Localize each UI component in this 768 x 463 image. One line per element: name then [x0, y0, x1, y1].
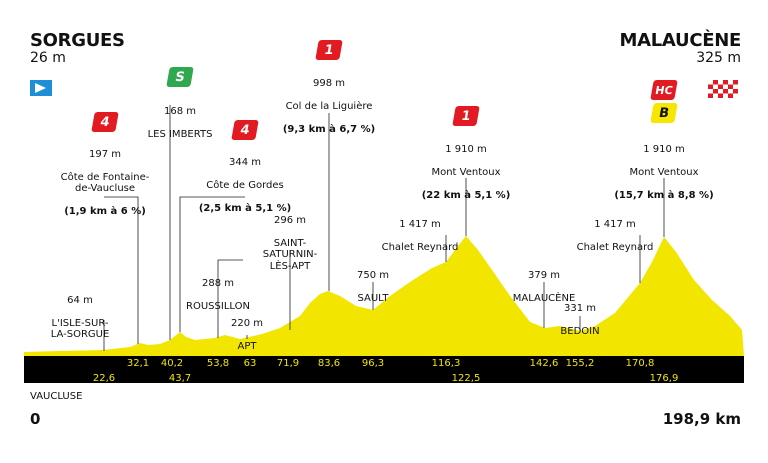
- km-marker: 22,6: [92, 373, 116, 384]
- cat4-climb-badge-icon: 4: [231, 120, 259, 140]
- climb-detail: (22 km à 5,1 %): [421, 189, 511, 201]
- sprint-name: LES IMBERTS: [147, 128, 213, 140]
- bonus-badge-icon: B: [650, 103, 678, 123]
- hc-climb-badge-icon: HC: [650, 80, 678, 100]
- sprint-altitude: 168 m: [163, 105, 197, 117]
- place-label: 220 m APT: [231, 306, 263, 364]
- place-label: 64 m L'ISLE-SUR- LA-SORGUE: [51, 283, 110, 352]
- place-altitude: 64 m: [67, 294, 93, 306]
- start-altitude: 26 m: [30, 50, 66, 66]
- km-marker: 170,8: [625, 358, 655, 369]
- climb-altitude: 998 m: [312, 77, 345, 89]
- place-label: 750 m SAULT: [357, 258, 389, 316]
- climb-name: Mont Ventoux: [431, 166, 501, 178]
- km-marker: 176,9: [649, 373, 679, 384]
- climb-label-gordes: 344 m Côte de Gordes (2,5 km à 5,1 %): [199, 145, 291, 214]
- place-name: Chalet Reynard: [381, 241, 459, 253]
- climb-label-ventoux-1: 1 910 m Mont Ventoux (22 km à 5,1 %): [422, 132, 511, 201]
- region-label: VAUCLUSE: [30, 391, 83, 402]
- distance-band: [24, 356, 744, 383]
- km-marker: 116,3: [431, 358, 461, 369]
- total-distance: 198,9 km: [662, 410, 741, 428]
- finish-town: MALAUCÈNE: [619, 30, 742, 51]
- km-marker: 155,2: [565, 358, 595, 369]
- km-marker: 122,5: [451, 373, 481, 384]
- place-name: ROUSSILLON: [186, 300, 250, 312]
- place-name: APT: [237, 340, 257, 352]
- place-altitude: 220 m: [230, 317, 264, 329]
- place-altitude: 379 m: [527, 269, 560, 281]
- place-label: 331 m BEDOIN: [560, 291, 599, 349]
- climb-altitude: 344 m: [228, 156, 261, 168]
- climb-detail: (15,7 km à 8,8 %): [614, 189, 714, 201]
- place-altitude: 288 m: [201, 277, 235, 289]
- place-name: SAINT- SATURNIN- LÈS-APT: [262, 237, 318, 272]
- km-marker: 142,6: [529, 358, 559, 369]
- place-altitude: 1 417 m: [594, 218, 636, 230]
- climb-altitude: 1 910 m: [445, 143, 487, 155]
- elevation-profile: [24, 236, 744, 356]
- climb-name: Col de la Liguière: [285, 100, 373, 112]
- km-marker: 40,2: [160, 358, 184, 369]
- place-name: MALAUCÈNE: [512, 292, 576, 304]
- km-marker: 71,9: [276, 358, 300, 369]
- km-marker: 96,3: [361, 358, 385, 369]
- climb-label-liguiere: 998 m Col de la Liguière (9,3 km à 6,7 %…: [283, 66, 375, 135]
- km-marker: 63: [243, 358, 257, 369]
- km-marker: 83,6: [317, 358, 341, 369]
- climb-label-ventoux-2: 1 910 m Mont Ventoux (15,7 km à 8,8 %): [614, 132, 713, 201]
- km-marker: 32,1: [126, 358, 150, 369]
- climb-detail: (1,9 km à 6 %): [64, 206, 146, 217]
- place-label: 1 417 m Chalet Reynard: [577, 207, 654, 265]
- climb-altitude: 1 910 m: [643, 143, 685, 155]
- place-altitude: 331 m: [563, 302, 596, 314]
- start-km: 0: [30, 410, 41, 428]
- place-altitude: 1 417 m: [399, 218, 441, 230]
- climb-label-fontaine: 197 m Côte de Fontaine- de-Vaucluse (1,9…: [61, 137, 150, 218]
- finish-altitude: 325 m: [696, 50, 741, 66]
- place-label: 1 417 m Chalet Reynard: [382, 207, 459, 265]
- cat1-climb-badge-icon: 1: [452, 106, 480, 126]
- place-label: 379 m MALAUCÈNE: [513, 258, 576, 316]
- place-name: Chalet Reynard: [576, 241, 654, 253]
- climb-detail: (2,5 km à 5,1 %): [198, 202, 292, 214]
- climb-name: Mont Ventoux: [629, 166, 699, 178]
- place-altitude: 296 m: [273, 214, 306, 226]
- place-name: L'ISLE-SUR- LA-SORGUE: [50, 317, 110, 341]
- place-label: 296 m SAINT- SATURNIN- LÈS-APT: [263, 203, 318, 284]
- start-flag-icon: [30, 80, 52, 96]
- climb-name: Côte de Gordes: [206, 179, 284, 191]
- finish-flag-icon: [708, 80, 738, 98]
- km-marker: 43,7: [168, 373, 192, 384]
- climb-name: Côte de Fontaine- de-Vaucluse: [60, 171, 150, 195]
- place-name: SAULT: [357, 292, 389, 304]
- climb-altitude: 197 m: [88, 148, 121, 160]
- climb-detail: (9,3 km à 6,7 %): [282, 123, 376, 135]
- sprint-label: 168 m LES IMBERTS: [148, 94, 213, 152]
- place-label: 288 m ROUSSILLON: [186, 266, 250, 324]
- sprint-badge-icon: S: [166, 67, 194, 87]
- place-altitude: 750 m: [356, 269, 390, 281]
- place-name: BEDOIN: [560, 325, 600, 337]
- km-marker: 53,8: [206, 358, 230, 369]
- start-town: SORGUES: [30, 30, 125, 51]
- cat1-climb-badge-icon: 1: [315, 40, 343, 60]
- cat4-climb-badge-icon: 4: [91, 112, 119, 132]
